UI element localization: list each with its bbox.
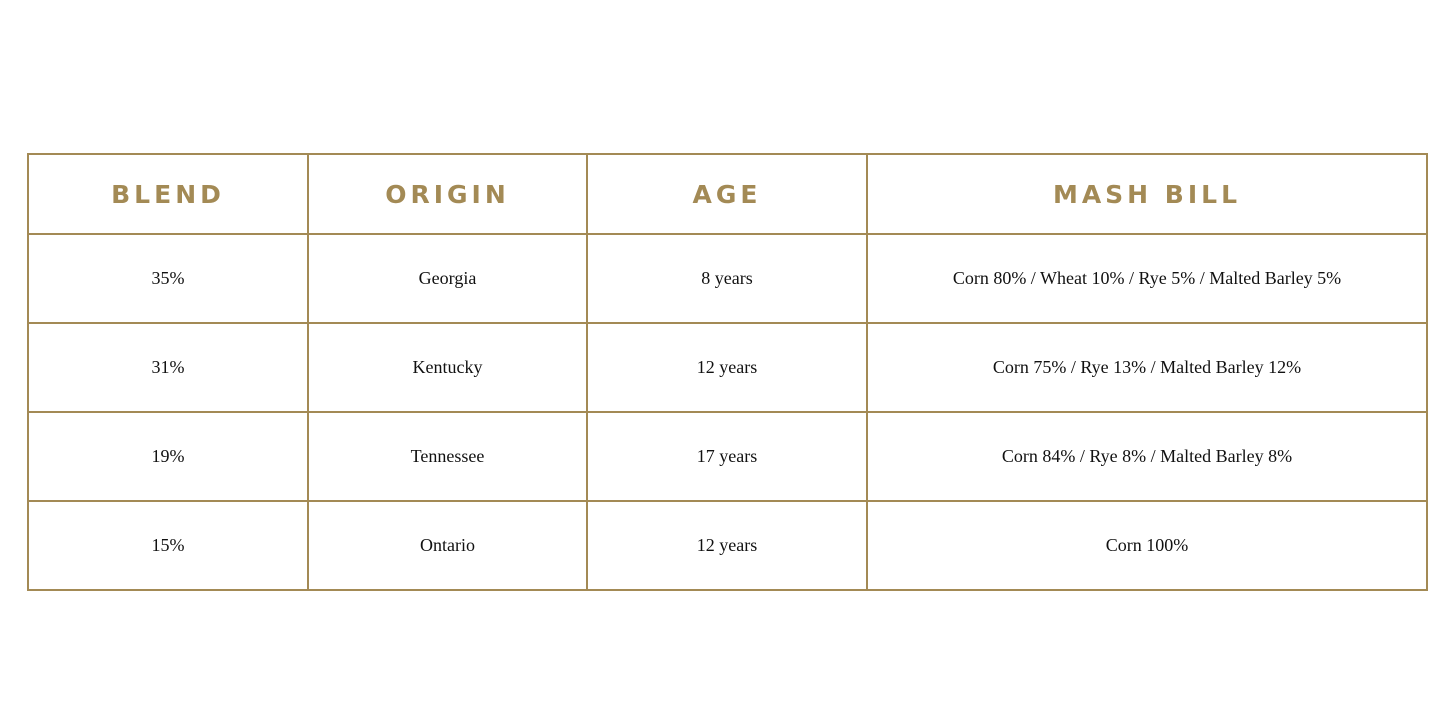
cell-blend: 35%	[27, 233, 309, 324]
cell-mash-bill: Corn 100%	[866, 500, 1428, 591]
cell-age: 12 years	[586, 500, 868, 591]
table-row: 19% Tennessee 17 years Corn 84% / Rye 8% / …	[27, 411, 1428, 502]
cell-mash-bill: Corn 75% / Rye 13% / Malted Barley 12%	[866, 322, 1428, 413]
cell-origin: Ontario	[307, 500, 588, 591]
header-row: BLEND ORIGIN AGE MASH BILL	[27, 153, 1428, 235]
cell-origin: Georgia	[307, 233, 588, 324]
table-row: 35% Georgia 8 years Corn 80% / Wheat 10% / …	[27, 233, 1428, 324]
cell-blend: 15%	[27, 500, 309, 591]
blend-table: BLEND ORIGIN AGE MASH BILL 35% Georgia 8 y…	[27, 153, 1428, 591]
cell-age: 17 years	[586, 411, 868, 502]
table-row: 15% Ontario 12 years Corn 100%	[27, 500, 1428, 591]
cell-mash-bill: Corn 80% / Wheat 10% / Rye 5% / Malted B…	[866, 233, 1428, 324]
header-mash-bill: MASH BILL	[866, 153, 1428, 235]
cell-origin: Tennessee	[307, 411, 588, 502]
cell-origin: Kentucky	[307, 322, 588, 413]
cell-age: 12 years	[586, 322, 868, 413]
cell-age: 8 years	[586, 233, 868, 324]
cell-blend: 31%	[27, 322, 309, 413]
cell-blend: 19%	[27, 411, 309, 502]
cell-mash-bill: Corn 84% / Rye 8% / Malted Barley 8%	[866, 411, 1428, 502]
table-row: 31% Kentucky 12 years Corn 75% / Rye 13% / …	[27, 322, 1428, 413]
header-blend: BLEND	[27, 153, 309, 235]
header-origin: ORIGIN	[307, 153, 588, 235]
header-age: AGE	[586, 153, 868, 235]
